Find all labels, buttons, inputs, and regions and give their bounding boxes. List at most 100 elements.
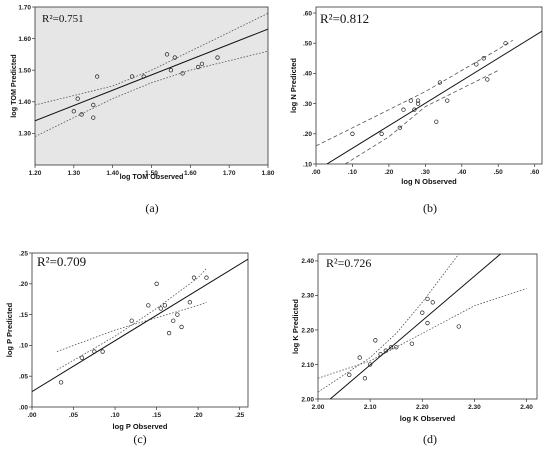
plot-area	[34, 6, 269, 166]
data-point	[437, 80, 443, 85]
panel-label: (b)	[423, 201, 437, 215]
data-point	[191, 275, 197, 280]
data-point	[412, 107, 417, 112]
chart-panel-3: .00 .05 .10 .15 .20 .25 .00 .05 .10 .15 .20 .25 log …	[5, 250, 249, 446]
y-tick-label: .40	[303, 71, 312, 78]
data-point	[94, 74, 100, 79]
data-point	[162, 303, 168, 308]
plot-content	[318, 254, 527, 399]
data-point	[357, 355, 362, 360]
data-point	[420, 310, 425, 315]
data-point	[373, 338, 378, 343]
data-point	[474, 62, 479, 67]
y-tick-label: 1.70	[18, 4, 31, 11]
data-point	[430, 300, 435, 305]
data-point	[154, 281, 159, 286]
x-tick-label: 2.40	[520, 404, 533, 411]
y-tick-label: 2.40	[301, 258, 314, 265]
confidence-band-upper	[316, 39, 514, 147]
data-point	[91, 102, 96, 108]
y-tick-label: .20	[303, 131, 312, 138]
data-point	[204, 275, 209, 280]
regression-line	[329, 254, 501, 399]
y-tick-label: 2.20	[301, 327, 314, 334]
y-tick-label: 2.10	[301, 362, 314, 369]
x-tick-label: 1.70	[223, 170, 236, 177]
x-tick-label: 1.50	[145, 170, 158, 177]
y-tick-label: .20	[19, 281, 28, 288]
data-point	[397, 125, 402, 130]
data-point	[379, 131, 384, 136]
chart-panel-4: 2.00 2.10 2.20 2.30 2.40 2.00 2.10 2.20 2.30 2.40…	[291, 253, 538, 446]
x-tick-label: 2.30	[468, 404, 481, 411]
x-axis-label: log P Observed	[113, 422, 168, 431]
data-point	[91, 115, 96, 120]
x-tick-label: .15	[152, 412, 161, 419]
x-tick-label: 1.40	[106, 170, 119, 177]
r-squared-label: R²=0.726	[326, 256, 371, 270]
data-point	[175, 312, 180, 317]
data-point	[415, 98, 421, 103]
data-point	[179, 324, 184, 330]
data-point	[394, 345, 399, 350]
data-point	[401, 107, 406, 112]
x-tick-label: .50	[494, 169, 503, 176]
y-tick-label: 1.30	[18, 131, 31, 138]
x-axis-label: log TOM Observed	[120, 172, 184, 181]
data-point	[171, 318, 176, 323]
confidence-band-lower	[56, 301, 207, 352]
y-tick-label: .10	[19, 343, 28, 350]
data-point	[503, 41, 508, 46]
y-axis-label: log N Predicted	[289, 58, 298, 113]
data-point	[79, 355, 84, 360]
x-tick-label: .60	[530, 169, 539, 176]
x-tick-label: .40	[457, 169, 466, 176]
data-point	[347, 372, 352, 377]
plot-area	[315, 6, 543, 165]
panel-label: (d)	[423, 432, 437, 446]
y-axis-label: log TOM Predicted	[9, 54, 18, 117]
data-point	[199, 61, 205, 67]
x-axis-label: log N Observed	[401, 177, 457, 186]
data-point	[146, 303, 151, 308]
data-point	[434, 119, 439, 124]
r-squared-label: R²=0.751	[42, 13, 84, 25]
data-point	[388, 345, 394, 350]
r-squared-label: R²=0.709	[37, 254, 86, 269]
confidence-band-lower	[35, 50, 268, 137]
data-point	[129, 318, 134, 323]
x-tick-label: 1.20	[29, 170, 42, 177]
x-axis-label: log K Observed	[400, 414, 456, 423]
chart-panel-1: 1.20 1.30 1.40 1.50 1.60 1.70 1.80 1.30 1.40 1.50…	[9, 4, 275, 215]
x-tick-label: 1.60	[184, 170, 197, 177]
data-point	[350, 131, 355, 136]
regression-line	[35, 28, 268, 122]
y-tick-label: .15	[19, 312, 28, 319]
data-point	[129, 74, 135, 79]
x-tick-label: .10	[348, 169, 357, 176]
regression-line	[326, 30, 542, 164]
data-point	[180, 71, 185, 76]
y-tick-label: 1.50	[18, 68, 31, 75]
data-point	[362, 376, 368, 381]
data-point	[100, 349, 105, 354]
data-point	[166, 330, 172, 336]
data-point	[456, 324, 461, 329]
confidence-band-upper	[35, 12, 268, 106]
panel-label: (a)	[145, 201, 158, 215]
data-point	[481, 56, 486, 61]
data-point	[58, 380, 64, 385]
x-tick-label: .00	[27, 412, 36, 419]
data-point	[79, 112, 84, 117]
plot-content	[316, 30, 542, 164]
y-tick-label: 2.30	[301, 293, 314, 300]
x-tick-label: 1.80	[262, 170, 275, 177]
data-point	[75, 96, 80, 101]
x-tick-label: 2.00	[312, 404, 325, 411]
x-tick-label: .20	[194, 412, 203, 419]
y-tick-label: 1.40	[18, 99, 31, 106]
y-tick-label: .50	[303, 41, 312, 48]
x-tick-label: 1.30	[68, 170, 81, 177]
data-point	[195, 64, 201, 70]
